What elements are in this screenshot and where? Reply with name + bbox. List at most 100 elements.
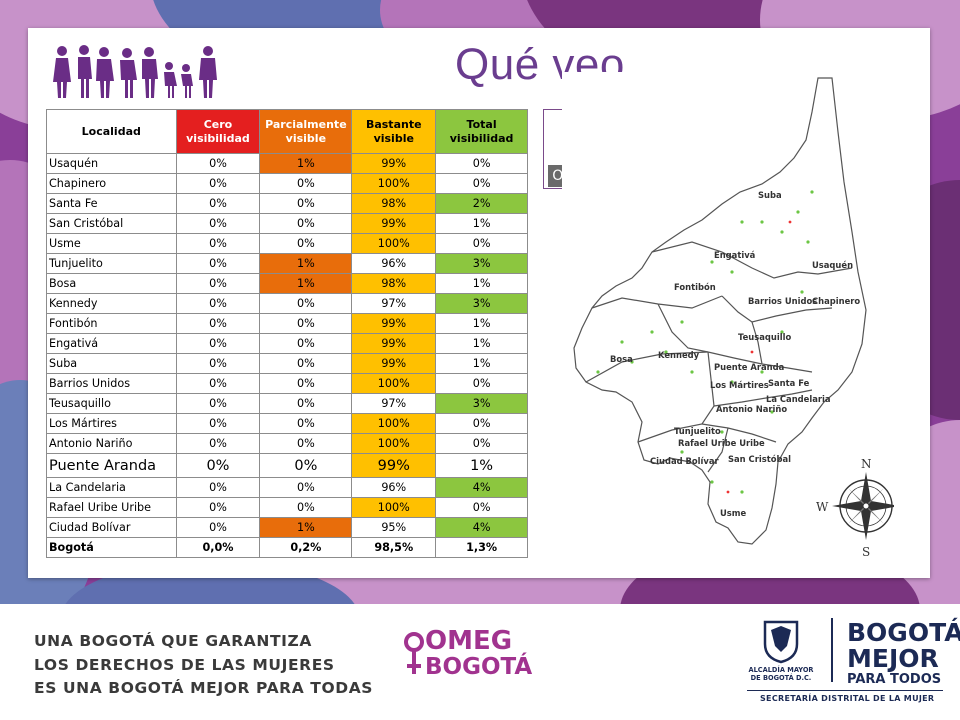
cell-name: Los Mártires <box>46 413 177 434</box>
cell-cero: 0% <box>175 477 261 498</box>
table-row: Rafael Uribe Uribe 0% 0% 100% 0% <box>46 497 528 518</box>
cell-bastante: 95% <box>351 517 437 538</box>
cell-name: Ciudad Bolívar <box>46 517 177 538</box>
cell-cero: 0% <box>175 333 261 354</box>
cell-name: Santa Fe <box>46 193 177 214</box>
map-label-teusaquillo: Teusaquillo <box>738 332 791 342</box>
cell-name: Fontibón <box>46 313 177 334</box>
cell-name: Usaquén <box>46 153 177 174</box>
cell-cero: 0,0% <box>175 537 261 558</box>
table-row: Teusaquillo 0% 0% 97% 3% <box>46 393 528 414</box>
header-bastante: Bastante visible <box>351 109 437 154</box>
map-label-antonio-narino: Antonio Nariño <box>716 404 787 414</box>
cell-bastante: 99% <box>351 313 437 334</box>
map-label-la-candelaria: La Candelaria <box>766 394 831 404</box>
cell-total: 0% <box>435 233 528 254</box>
cell-name: Chapinero <box>46 173 177 194</box>
map-label-fontibon: Fontibón <box>674 282 716 292</box>
cell-total: 1% <box>435 273 528 294</box>
table-row: Barrios Unidos 0% 0% 100% 0% <box>46 373 528 394</box>
cell-total: 0% <box>435 373 528 394</box>
table-row: Engativá 0% 0% 99% 1% <box>46 333 528 354</box>
visibility-table: Localidad Cero visibilidad Parcialmente … <box>46 109 528 558</box>
bogota-label: BOGOTÁ <box>847 618 960 647</box>
header-cero: Cero visibilidad <box>175 109 261 154</box>
cell-parcial: 0% <box>259 313 353 334</box>
cell-parcial: 0% <box>259 373 353 394</box>
coat-of-arms-icon <box>763 620 799 664</box>
para-todos-label: PARA TODOS <box>847 672 942 687</box>
cell-name: Engativá <box>46 333 177 354</box>
cell-cero: 0% <box>175 353 261 374</box>
cell-cero: 0% <box>175 293 261 314</box>
header-parcial: Parcialmente visible <box>259 109 353 154</box>
cell-name: Antonio Nariño <box>46 433 177 454</box>
cell-cero: 0% <box>175 233 261 254</box>
cell-parcial: 0% <box>259 353 353 374</box>
cell-total: 2% <box>435 193 528 214</box>
cell-cero: 0% <box>175 273 261 294</box>
secretaria-divider <box>747 690 943 691</box>
cell-parcial: 0% <box>259 453 353 478</box>
cell-parcial: 0% <box>259 193 353 214</box>
map-label-puente-aranda: Puente Aranda <box>714 362 784 372</box>
cell-cero: 0% <box>175 373 261 394</box>
cell-total: 1% <box>435 453 528 478</box>
map-label-rafael-uribe: Rafael Uribe Uribe <box>678 438 765 448</box>
table-row: Puente Aranda 0% 0% 99% 1% <box>46 453 528 478</box>
cell-name: Kennedy <box>46 293 177 314</box>
alcaldia-label: ALCALDÍA MAYOR DE BOGOTÁ D.C. <box>748 666 814 682</box>
cell-name: Teusaquillo <box>46 393 177 414</box>
cell-total: 4% <box>435 477 528 498</box>
slogan-line-1: UNA BOGOTÁ QUE GARANTIZA <box>34 632 312 650</box>
cell-bastante: 98% <box>351 273 437 294</box>
cell-total: 3% <box>435 393 528 414</box>
map-label-san-cristobal: San Cristóbal <box>728 454 791 464</box>
map-label-tunjuelito: Tunjuelito <box>674 426 721 436</box>
cell-total: 4% <box>435 517 528 538</box>
cell-bastante: 96% <box>351 253 437 274</box>
cell-parcial: 0% <box>259 213 353 234</box>
cell-bastante: 99% <box>351 333 437 354</box>
table-row: La Candelaria 0% 0% 96% 4% <box>46 477 528 498</box>
cell-name: San Cristóbal <box>46 213 177 234</box>
table-row: Usme 0% 0% 100% 0% <box>46 233 528 254</box>
map-label-santa-fe: Santa Fe <box>768 378 810 388</box>
map-label-ciudad-bolivar: Ciudad Bolívar <box>650 456 720 466</box>
cell-cero: 0% <box>175 173 261 194</box>
cell-parcial: 1% <box>259 517 353 538</box>
cell-name: Tunjuelito <box>46 253 177 274</box>
map-label-barrios-unidos: Barrios Unidos <box>748 296 817 306</box>
female-symbol-icon <box>404 632 424 674</box>
cell-cero: 0% <box>175 433 261 454</box>
cell-bastante: 99% <box>351 153 437 174</box>
cell-bastante: 98,5% <box>351 537 437 558</box>
cell-cero: 0% <box>175 153 261 174</box>
cell-cero: 0% <box>175 213 261 234</box>
cell-total: 1% <box>435 313 528 334</box>
cell-cero: 0% <box>175 453 261 478</box>
cell-bastante: 99% <box>351 453 437 478</box>
cell-cero: 0% <box>175 393 261 414</box>
cell-bastante: 100% <box>351 433 437 454</box>
cell-parcial: 1% <box>259 153 353 174</box>
table-row: Bosa 0% 1% 98% 1% <box>46 273 528 294</box>
cell-name: Barrios Unidos <box>46 373 177 394</box>
map-label-usme: Usme <box>720 508 747 518</box>
header-localidad: Localidad <box>46 109 177 154</box>
cell-name: Puente Aranda <box>46 453 177 478</box>
cell-total: 1% <box>435 213 528 234</box>
slogan-line-2: LOS DERECHOS DE LAS MUJERES <box>34 655 335 674</box>
cell-parcial: 0% <box>259 393 353 414</box>
table-header-row: Localidad Cero visibilidad Parcialmente … <box>46 109 528 154</box>
cell-name: Usme <box>46 233 177 254</box>
cell-bastante: 100% <box>351 233 437 254</box>
map-label-usaquen: Usaquén <box>812 260 853 270</box>
header-total: Total visibilidad <box>435 109 528 154</box>
table-row: Fontibón 0% 0% 99% 1% <box>46 313 528 334</box>
cell-parcial: 0% <box>259 233 353 254</box>
omeg-line-2: BOGOTÁ <box>425 654 533 680</box>
cell-cero: 0% <box>175 193 261 214</box>
bogota-map: Suba Usaquén Engativá Fontibón Barrios U… <box>562 72 894 576</box>
cell-parcial: 1% <box>259 273 353 294</box>
